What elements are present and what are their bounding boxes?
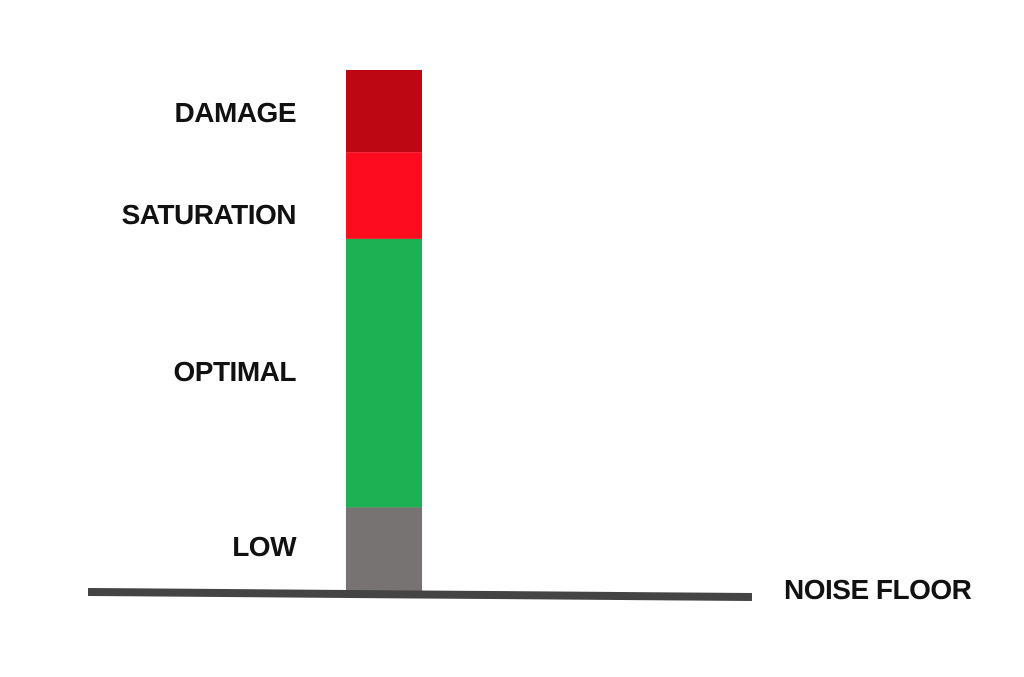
saturation-zone — [346, 152, 422, 239]
level-bar — [346, 70, 422, 591]
damage-zone — [346, 70, 422, 153]
low-zone — [346, 507, 422, 591]
noise-floor-line — [87, 588, 753, 601]
optimal-zone — [346, 238, 422, 508]
